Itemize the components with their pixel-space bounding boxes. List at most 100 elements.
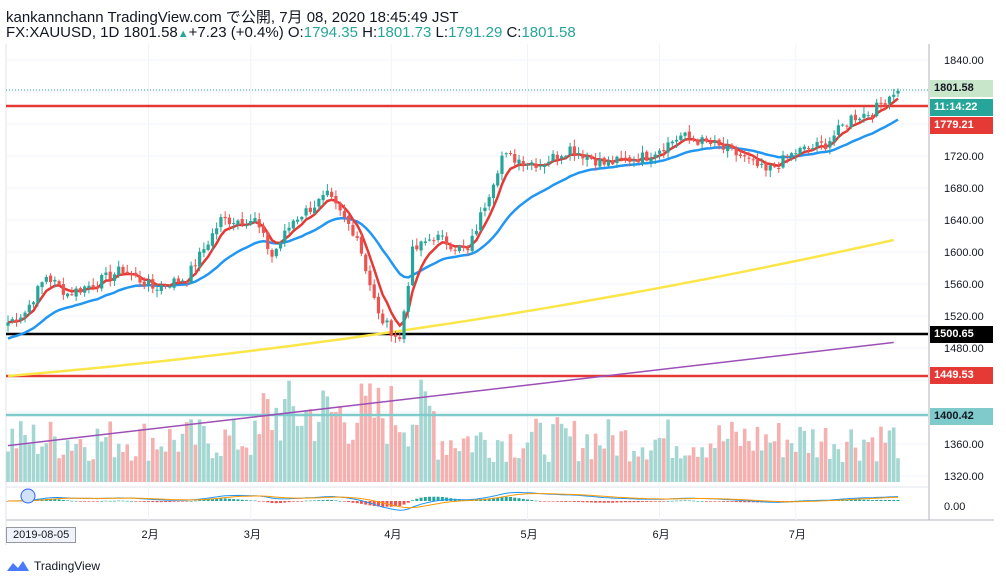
- oscillator-bar: [892, 499, 896, 501]
- volume-bar: [619, 431, 624, 482]
- candle-body: [615, 156, 619, 163]
- candle-body: [189, 265, 193, 283]
- oscillator-bar: [287, 501, 291, 503]
- volume-bar: [504, 461, 509, 482]
- volume-bar: [649, 450, 653, 482]
- oscillator-bar: [696, 500, 700, 502]
- volume-bar: [508, 434, 513, 482]
- candle-body: [359, 236, 364, 254]
- volume-bar: [751, 450, 756, 482]
- oscillator-bar: [206, 499, 210, 501]
- volume-bar: [325, 396, 330, 482]
- candle-body: [632, 159, 636, 161]
- candle-body: [853, 114, 858, 121]
- volume-bar: [734, 431, 738, 482]
- volume-bar: [636, 456, 641, 482]
- volume-bar: [253, 420, 257, 482]
- volume-bar: [168, 429, 172, 482]
- oscillator-bar: [679, 500, 683, 502]
- oscillator-bar: [560, 501, 564, 502]
- oscillator-bar: [845, 499, 849, 501]
- volume-bar: [781, 457, 785, 482]
- volume-bar: [444, 454, 449, 482]
- oscillator-bar: [717, 501, 721, 502]
- brand-name[interactable]: TradingView: [34, 559, 101, 573]
- volume-bar: [295, 425, 300, 482]
- volume-bar: [521, 448, 526, 482]
- symbol-label[interactable]: FX:XAUUSD, 1D: [6, 24, 120, 41]
- candle-body: [679, 135, 683, 140]
- volume-bar: [559, 423, 564, 482]
- volume-bar: [581, 448, 585, 482]
- volume-bar: [598, 445, 602, 482]
- volume-bar: [862, 439, 866, 482]
- oscillator-bar: [57, 499, 61, 501]
- oscillator-bar: [879, 499, 883, 501]
- volume-bar: [300, 425, 304, 482]
- candle-body: [87, 285, 91, 289]
- oscillator-bar: [445, 497, 449, 501]
- oscillator-bar: [513, 497, 517, 501]
- oscillator-bar: [164, 501, 168, 503]
- volume-bar: [491, 461, 496, 482]
- oscillator-bar: [628, 501, 632, 503]
- volume-bar: [159, 446, 164, 482]
- volume-bar: [840, 461, 845, 482]
- y-tick-label: 1720.00: [944, 151, 984, 163]
- volume-bar: [48, 421, 53, 482]
- candle-body: [542, 164, 547, 168]
- oscillator-bar: [159, 501, 163, 503]
- volume-bar: [632, 450, 636, 482]
- candle-body: [202, 249, 206, 253]
- volume-bar: [116, 443, 121, 482]
- oscillator-bar: [83, 501, 87, 502]
- volume-bar: [138, 429, 142, 482]
- oscillator-bar: [577, 501, 581, 502]
- volume-bar: [870, 437, 875, 482]
- publisher-text: kankannchann TradingView.com で公開, 7月 08,…: [6, 9, 459, 26]
- volume-bar: [547, 461, 551, 482]
- candle-body: [517, 159, 521, 164]
- volume-bar: [376, 387, 381, 482]
- volume-bar: [244, 447, 249, 482]
- volume-bar: [793, 451, 798, 482]
- candle-body: [841, 124, 845, 126]
- candle-body: [700, 137, 704, 144]
- tradingview-logo-icon: [7, 561, 29, 571]
- volume-bar: [623, 430, 628, 482]
- candle-body: [206, 244, 210, 250]
- volume-bar: [670, 457, 675, 482]
- candle-body: [687, 131, 691, 138]
- volume-bar: [785, 439, 790, 482]
- candle-body: [819, 141, 823, 143]
- oscillator-bar: [193, 500, 197, 502]
- candle-body: [653, 154, 657, 158]
- footer-brand[interactable]: TradingView: [6, 559, 100, 573]
- candle-body: [236, 220, 240, 225]
- oscillator-bar: [355, 501, 359, 504]
- candle-body: [155, 289, 159, 291]
- candle-body: [738, 154, 743, 157]
- oscillator-bar: [129, 500, 133, 502]
- candle-body: [862, 113, 866, 118]
- ohlc-legend[interactable]: FX:XAUUSD, 1D 1801.58▲+7.23 (+0.4%) O:17…: [6, 24, 576, 41]
- volume-bar: [53, 436, 57, 482]
- volume-bar: [674, 446, 679, 482]
- oscillator-bar: [402, 501, 406, 505]
- volume-bar: [10, 428, 15, 482]
- candle-body: [423, 241, 427, 243]
- oscillator-bar: [581, 501, 585, 503]
- candle-body: [802, 146, 806, 150]
- oscillator-bar: [853, 499, 857, 501]
- candle-body: [193, 265, 197, 267]
- candle-body: [53, 279, 57, 282]
- volume-bar: [815, 457, 819, 482]
- oscillator-bar: [304, 500, 308, 502]
- low-value: 1791.29: [448, 24, 503, 41]
- candle-body: [40, 282, 44, 287]
- volume-bar: [278, 440, 283, 482]
- candle-body: [815, 142, 819, 147]
- candle-body: [291, 220, 295, 229]
- countdown-tag: 11:14:22: [930, 99, 993, 116]
